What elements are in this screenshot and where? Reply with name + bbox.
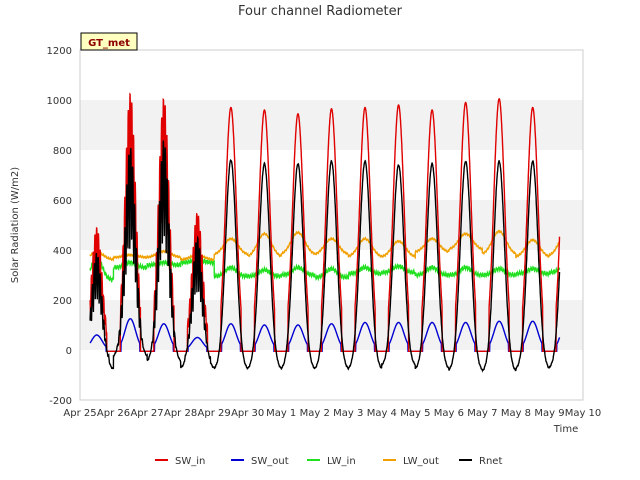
grid-band xyxy=(80,100,583,150)
grid-bands xyxy=(80,50,583,400)
series-line-rnet xyxy=(89,140,561,373)
y-tick-label: 200 xyxy=(53,296,72,307)
x-tick-label: May 9 xyxy=(534,408,564,419)
x-tick-label: May 1 xyxy=(266,408,296,419)
gt-met-badge: GT_met xyxy=(80,32,138,51)
x-axis-label: Time xyxy=(553,424,578,435)
gt-met-badge-text: GT_met xyxy=(88,38,130,49)
y-tick-label: 1000 xyxy=(47,96,72,107)
legend-label-sw-out: SW_out xyxy=(251,456,289,467)
legend-label-rnet: Rnet xyxy=(479,456,502,467)
x-tick-label: Apr 30 xyxy=(231,408,264,419)
x-tick-label: May 10 xyxy=(565,408,602,419)
x-tick-label: Apr 27 xyxy=(130,408,163,419)
y-axis-label: Solar Radiation (W/m2) xyxy=(10,167,21,283)
y-tick-label: 1200 xyxy=(47,46,72,57)
legend-label-lw-out: LW_out xyxy=(403,456,439,467)
x-tick-label: May 7 xyxy=(467,408,497,419)
x-tick-label: Apr 26 xyxy=(97,408,130,419)
series-line-sw-in xyxy=(89,92,561,352)
y-tick-label: 600 xyxy=(53,196,72,207)
grid-band xyxy=(80,150,583,200)
series-lines xyxy=(89,92,561,373)
legend: SW_in SW_out LW_in LW_out Rnet xyxy=(155,456,502,467)
x-tick-label: Apr 29 xyxy=(198,408,231,419)
y-tick-label: 400 xyxy=(53,246,72,257)
grid-band xyxy=(80,250,583,300)
chart-title: Four channel Radiometer xyxy=(238,4,403,19)
legend-label-sw-in: SW_in xyxy=(175,456,205,467)
plot-area-border xyxy=(79,49,584,401)
x-tick-label: May 4 xyxy=(367,408,397,419)
grid-band xyxy=(80,50,583,100)
x-tick-label: May 8 xyxy=(501,408,531,419)
grid-band xyxy=(80,300,583,350)
x-tick-label: May 6 xyxy=(434,408,464,419)
grid-band xyxy=(80,350,583,400)
y-tick-label: 0 xyxy=(66,346,72,357)
y-tick-label: 800 xyxy=(53,146,72,157)
y-axis: -200 0 200 400 600 800 1000 1200 xyxy=(47,46,72,407)
x-tick-label: May 2 xyxy=(300,408,330,419)
y-tick-label: -200 xyxy=(49,396,72,407)
gt-met-badge-box xyxy=(80,32,138,51)
x-tick-label: May 5 xyxy=(400,408,430,419)
legend-label-lw-in: LW_in xyxy=(327,456,356,467)
x-tick-label: Apr 28 xyxy=(164,408,197,419)
x-tick-label: May 3 xyxy=(333,408,363,419)
x-tick-label: Apr 25 xyxy=(63,408,96,419)
x-axis: Apr 25 Apr 26 Apr 27 Apr 28 Apr 29 Apr 30 May … xyxy=(63,408,601,419)
